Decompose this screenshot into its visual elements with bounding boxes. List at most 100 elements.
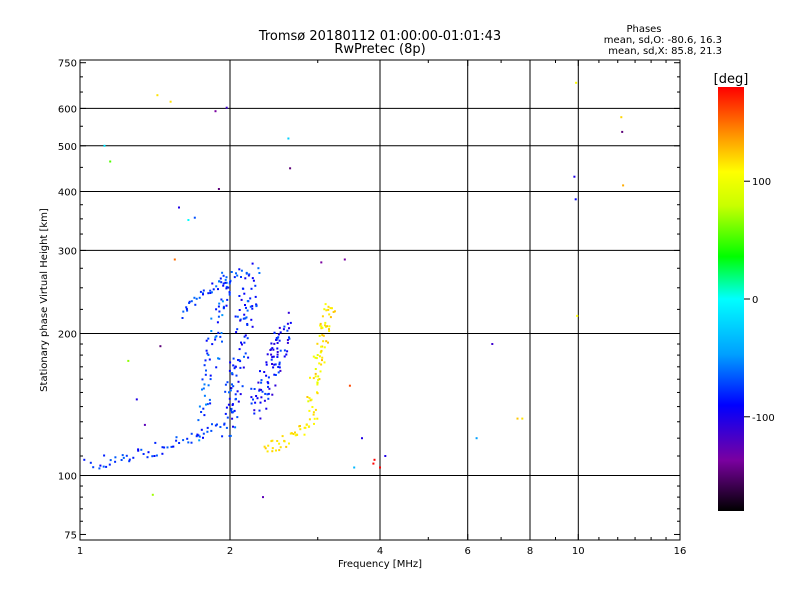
- trace-point: [178, 442, 181, 444]
- trace-point: [155, 454, 158, 457]
- trace-point: [208, 358, 211, 361]
- trace-point: [275, 449, 277, 452]
- trace-point: [281, 435, 284, 438]
- trace-point: [197, 419, 200, 422]
- trace-point: [251, 277, 254, 280]
- trace-point: [175, 439, 178, 442]
- y-tick-label: 300: [58, 246, 77, 257]
- trace-point: [329, 316, 332, 319]
- trace-point: [249, 305, 252, 308]
- trace-point: [314, 356, 317, 359]
- trace-point: [250, 402, 253, 405]
- trace-point: [278, 363, 281, 366]
- trace-point: [229, 361, 232, 364]
- x-axis-label: Frequency [MHz]: [338, 559, 422, 570]
- trace-point: [202, 292, 204, 295]
- trace-point: [224, 390, 227, 393]
- trace-point: [195, 435, 198, 438]
- data-point: [320, 261, 323, 264]
- trace-point: [233, 276, 236, 279]
- trace-point: [276, 342, 279, 344]
- trace-point: [258, 389, 261, 392]
- colorbar-ticks: 100 0 -100: [744, 177, 775, 424]
- trace-point: [225, 304, 228, 307]
- trace-point: [238, 295, 241, 297]
- trace-point: [206, 430, 209, 433]
- data-point: [516, 417, 519, 420]
- trace-point: [188, 302, 191, 304]
- trace-point: [217, 315, 220, 318]
- trace-point: [215, 308, 218, 311]
- trace-point: [271, 363, 273, 365]
- trace-point: [286, 350, 289, 353]
- trace-point: [319, 351, 322, 354]
- trace-point: [279, 369, 282, 372]
- trace-point: [236, 328, 239, 331]
- trace-point: [308, 409, 311, 412]
- trace-point: [186, 309, 189, 312]
- trace-point: [214, 336, 217, 339]
- trace-point: [312, 355, 315, 358]
- trace-point: [316, 342, 319, 345]
- trace-point: [319, 324, 322, 327]
- trace-point: [233, 409, 236, 412]
- trace-point: [244, 334, 247, 337]
- trace-point: [153, 455, 156, 457]
- trace-point: [285, 445, 288, 448]
- trace-point: [272, 348, 275, 351]
- trace-point: [286, 339, 289, 341]
- trace-point: [198, 435, 201, 438]
- trace-point: [227, 286, 230, 289]
- data-point: [178, 206, 180, 209]
- trace-point: [239, 319, 242, 322]
- trace-point: [221, 314, 224, 317]
- trace-point: [242, 366, 245, 369]
- trace-point: [253, 412, 256, 415]
- trace-point: [306, 396, 309, 398]
- trace-point: [247, 274, 250, 277]
- trace-point: [299, 428, 302, 431]
- trace-point: [267, 397, 270, 400]
- trace-point: [271, 347, 274, 350]
- trace-point: [278, 361, 281, 364]
- colorbar: [718, 87, 744, 511]
- trace-point: [277, 371, 280, 374]
- trace-point: [202, 387, 205, 390]
- trace-point: [288, 327, 290, 330]
- trace-point: [332, 311, 335, 313]
- trace-point: [225, 426, 228, 429]
- trace-point: [197, 434, 200, 437]
- trace-point: [182, 310, 185, 313]
- data-point: [575, 81, 578, 84]
- trace-point: [243, 292, 246, 295]
- trace-point: [278, 326, 281, 329]
- data-point: [384, 455, 387, 457]
- trace-point: [273, 373, 276, 376]
- trace-point: [201, 388, 203, 391]
- trace-point: [137, 449, 140, 452]
- trace-point: [250, 287, 253, 290]
- trace-point: [278, 339, 281, 342]
- trace-point: [333, 310, 336, 313]
- data-point: [83, 458, 86, 461]
- trace-point: [250, 387, 253, 390]
- axis-ticks: 1 2 4 6 8 10 16 75 100 200 300 400 500 600 750: [58, 59, 686, 557]
- trace-point: [258, 272, 261, 274]
- trace-point: [279, 446, 282, 449]
- trace-point: [274, 363, 277, 366]
- x-tick-label: 6: [465, 546, 471, 557]
- trace-point: [251, 325, 254, 328]
- trace-point: [209, 374, 212, 377]
- trace-point: [207, 292, 210, 295]
- trace-point: [283, 325, 286, 328]
- trace-point: [232, 357, 235, 360]
- grid-lines: [80, 60, 680, 540]
- trace-point: [228, 435, 231, 437]
- trace-point: [234, 426, 237, 429]
- trace-point: [285, 353, 288, 356]
- trace-point: [217, 357, 219, 360]
- trace-point: [232, 425, 234, 428]
- trace-point: [142, 453, 145, 455]
- data-point: [214, 110, 217, 113]
- trace-point: [243, 355, 245, 358]
